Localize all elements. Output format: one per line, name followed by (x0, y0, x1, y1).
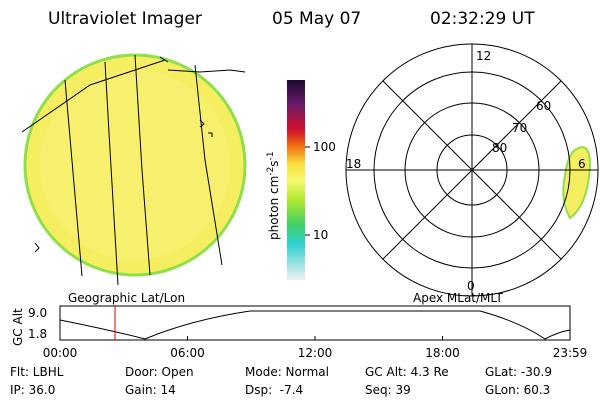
date: 05 May 07 (272, 9, 361, 29)
mlt-label: 18 (346, 157, 361, 171)
mlt-label: 6 (578, 157, 586, 171)
status-field: Flt: LBHL (10, 365, 64, 379)
earth-image (21, 53, 247, 286)
altitude-xtick-label: 06:00 (170, 346, 205, 360)
altitude-xtick-label: 18:00 (425, 346, 460, 360)
lat-label: 60 (536, 99, 551, 113)
lat-label: 80 (492, 141, 507, 155)
altitude-ytick: 9.0 (28, 306, 47, 320)
mlt-label: 0 (467, 279, 475, 293)
altitude-xtick-label: 00:00 (43, 346, 78, 360)
altitude-xtick-label: 12:00 (298, 346, 333, 360)
colorbar-tick-label: 100 (313, 140, 336, 154)
status-field: Door: Open (125, 365, 194, 379)
status-field: GLat: -30.9 (485, 365, 552, 379)
polar-label: Apex MLat/MLT (413, 291, 503, 305)
status-field: IP: 36.0 (10, 383, 55, 397)
status-field: Dsp: -7.4 (245, 383, 303, 397)
colorbar-unit: photon cm-2s-1 (266, 151, 281, 240)
status-field: GLon: 60.3 (485, 383, 550, 397)
mlt-label: 12 (476, 49, 491, 63)
colorbar-tick-label: 10 (313, 228, 328, 242)
title: Ultraviolet Imager (48, 9, 202, 29)
time: 02:32:29 UT (430, 9, 535, 29)
altitude-xtick-label: 23:59 (553, 346, 588, 360)
status-field: GC Alt: 4.3 Re (365, 365, 449, 379)
lat-label: 70 (512, 121, 527, 135)
image-label: Geographic Lat/Lon (68, 291, 185, 305)
status-field: Seq: 39 (365, 383, 411, 397)
status-field: Mode: Normal (245, 365, 329, 379)
altitude-ytick: 1.8 (28, 327, 47, 341)
altitude-curve (59, 310, 571, 340)
status-field: Gain: 14 (125, 383, 176, 397)
polar-grid (345, 43, 599, 297)
altitude-ylabel: GC Alt (11, 308, 25, 346)
colorbar (287, 80, 305, 280)
